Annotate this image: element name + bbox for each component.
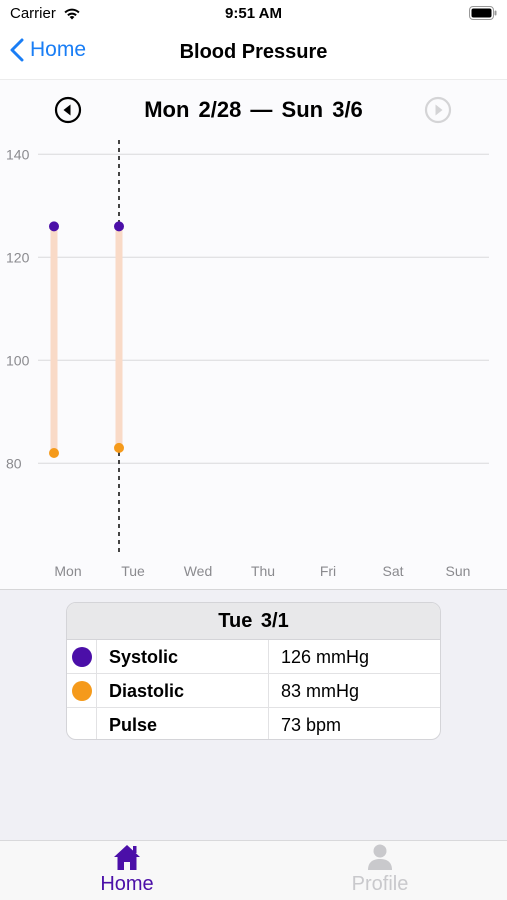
- row-value-cell: 73 bpm: [268, 708, 440, 739]
- reading-value: 73 bpm: [281, 715, 342, 735]
- clock: 9:51 AM: [225, 5, 282, 22]
- row-value-cell: 126 mmHg: [268, 640, 440, 673]
- tab-bar: Home Profile: [0, 840, 507, 900]
- reading-value: 83 mmHg: [281, 681, 360, 701]
- row-value-cell: 83 mmHg: [268, 674, 440, 707]
- y-tick-label: 120: [6, 249, 30, 265]
- blood-pressure-chart[interactable]: 140 120 100 80 Mon Tue Wed Thu Fri Sat Sun: [0, 138, 507, 590]
- row-marker-cell: [67, 640, 97, 673]
- circle-arrow-left-icon: [54, 96, 82, 124]
- detail-area: Tue 3/1 Systolic 126 mmHg Diastolic 83 m…: [0, 590, 507, 840]
- week-navigator: Mon 2/28 — Sun 3/6: [0, 80, 507, 138]
- page-title: Blood Pressure: [179, 41, 328, 63]
- reading-row-diastolic: Diastolic 83 mmHg: [67, 674, 440, 708]
- y-tick-label: 100: [6, 352, 30, 368]
- tab-profile-label: Profile: [351, 873, 409, 895]
- y-tick-label: 140: [6, 146, 30, 162]
- person-icon: [368, 844, 392, 870]
- reading-label: Pulse: [109, 715, 158, 735]
- x-tick-label: Sat: [382, 563, 403, 579]
- range-bar: [50, 226, 58, 453]
- systolic-dot: [72, 647, 92, 667]
- row-marker-cell: [67, 708, 97, 739]
- diastolic-point: [49, 448, 59, 458]
- tab-home[interactable]: Home: [67, 843, 187, 896]
- week-range-label: Mon 2/28 — Sun 3/6: [144, 97, 363, 122]
- reading-row-systolic: Systolic 126 mmHg: [67, 640, 440, 674]
- back-button[interactable]: Home: [10, 38, 86, 62]
- y-tick-label: 80: [6, 455, 22, 471]
- status-bar: Carrier 9:51 AM: [0, 0, 507, 28]
- reading-value: 126 mmHg: [281, 647, 370, 667]
- chevron-left-icon: [10, 38, 24, 62]
- reading-card: Tue 3/1 Systolic 126 mmHg Diastolic 83 m…: [66, 602, 441, 740]
- systolic-point: [114, 221, 124, 232]
- range-bar: [115, 226, 123, 448]
- chart-canvas: 140 120 100 80 Mon Tue Wed Thu Fri Sat Sun: [6, 140, 489, 579]
- previous-week-button[interactable]: [54, 96, 82, 129]
- circle-arrow-right-icon: [424, 96, 452, 124]
- reading-row-pulse: Pulse 73 bpm: [67, 708, 440, 739]
- x-tick-label: Fri: [320, 563, 336, 579]
- x-tick-label: Wed: [184, 563, 213, 579]
- tab-profile[interactable]: Profile: [320, 843, 440, 896]
- wifi-icon: [62, 5, 82, 25]
- tab-home-label: Home: [100, 873, 154, 895]
- reading-date: Tue 3/1: [67, 603, 440, 640]
- carrier-label: Carrier: [10, 5, 56, 22]
- house-icon: [114, 845, 140, 870]
- next-week-button[interactable]: [424, 96, 452, 129]
- x-tick-label: Mon: [54, 563, 81, 579]
- navigation-bar: Home Blood Pressure: [0, 28, 507, 80]
- systolic-point: [49, 221, 59, 232]
- row-marker-cell: [67, 674, 97, 707]
- reading-label: Systolic: [109, 647, 179, 667]
- battery-icon: [469, 6, 497, 24]
- x-tick-label: Thu: [251, 563, 275, 579]
- reading-label: Diastolic: [109, 681, 185, 701]
- back-button-label: Home: [30, 38, 87, 61]
- x-tick-label: Tue: [121, 563, 145, 579]
- x-tick-label: Sun: [446, 563, 471, 579]
- diastolic-point: [114, 442, 124, 453]
- diastolic-dot: [72, 681, 92, 701]
